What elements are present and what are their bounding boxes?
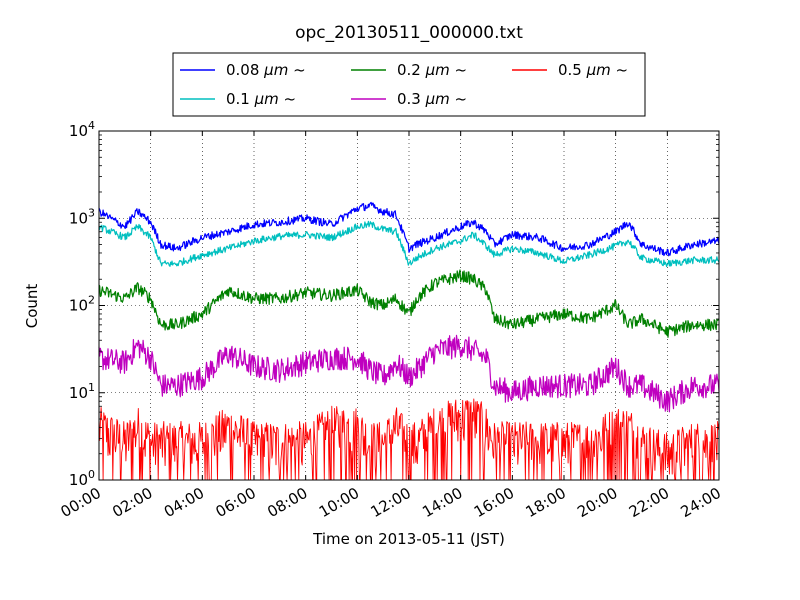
legend-label: 0.2 μm ~ xyxy=(397,61,467,79)
legend-label: 0.1 μm ~ xyxy=(226,90,296,108)
legend-label: 0.08 μm ~ xyxy=(226,61,306,79)
x-tick-label: 14:00 xyxy=(419,484,465,521)
y-tick-label: 103 xyxy=(69,206,95,227)
series-line-0.2 xyxy=(98,269,720,338)
legend-frame xyxy=(172,52,646,117)
legend: 0.08 μm ~ 0.1 μm ~ 0.2 μm ~ 0.3 μm ~ 0.5 μm … xyxy=(172,52,646,117)
x-tick-label: 16:00 xyxy=(471,484,517,521)
x-tick-label: 20:00 xyxy=(574,484,620,521)
x-tick-label: 08:00 xyxy=(264,484,310,521)
x-tick-label: 06:00 xyxy=(213,484,259,521)
y-tick-label: 100 xyxy=(69,468,95,489)
legend-label: 0.3 μm ~ xyxy=(397,90,467,108)
chart-title: opc_20130511_000000.txt xyxy=(295,23,523,43)
legend-items: 0.08 μm ~ 0.1 μm ~ 0.2 μm ~ 0.3 μm ~ 0.5 μm … xyxy=(180,61,628,108)
series-line-0.1 xyxy=(98,220,720,268)
series-line-0.3 xyxy=(98,334,720,413)
x-tick-label: 12:00 xyxy=(368,484,414,521)
x-tick-label: 18:00 xyxy=(523,484,569,521)
series-line-0.08 xyxy=(98,201,720,257)
x-tick-labels: 00:00 02:00 04:00 06:00 08:00 10:00 12:00 14:00… xyxy=(58,484,724,521)
x-tick-label: 00:00 xyxy=(58,484,104,521)
x-tick-label: 24:00 xyxy=(678,484,724,521)
y-tick-label: 101 xyxy=(69,381,95,402)
axis-ticks xyxy=(98,130,720,481)
x-axis-label: Time on 2013-05-11 (JST) xyxy=(312,530,505,548)
x-tick-label: 04:00 xyxy=(161,484,207,521)
x-tick-label: 10:00 xyxy=(316,484,362,521)
y-axis-label: Count xyxy=(23,284,41,329)
x-tick-label: 02:00 xyxy=(109,484,155,521)
x-tick-label: 22:00 xyxy=(626,484,672,521)
y-tick-label: 102 xyxy=(69,294,95,315)
y-tick-labels: 100 101 102 103 104 xyxy=(69,119,95,489)
y-tick-label: 104 xyxy=(69,119,95,140)
legend-label: 0.5 μm ~ xyxy=(558,61,628,79)
